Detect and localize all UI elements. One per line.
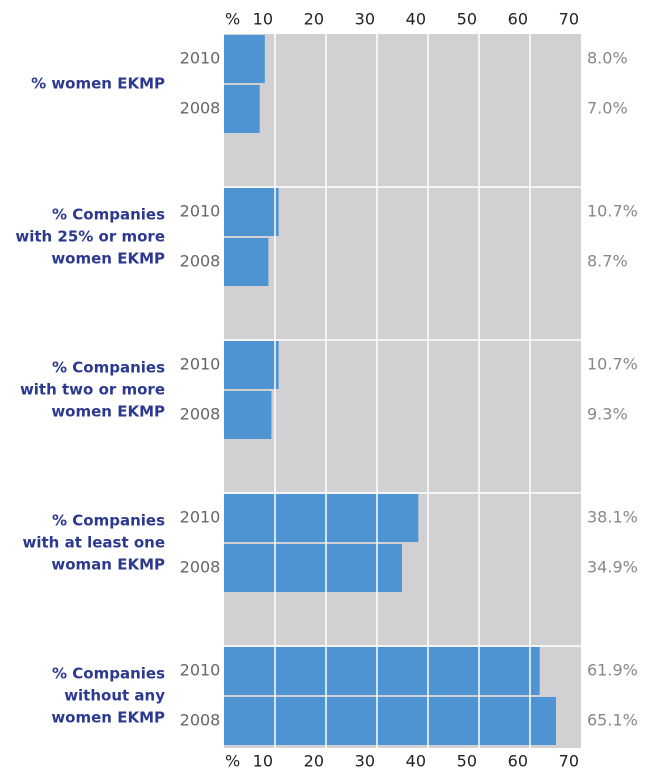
category-label: % Companies — [52, 512, 165, 530]
bar — [224, 341, 279, 389]
category-label: % Companies — [52, 665, 165, 683]
category-label: % women EKMP — [31, 75, 165, 93]
x-tick-label-top: 20 — [304, 10, 324, 29]
value-label: 7.0% — [587, 99, 628, 118]
bar — [224, 85, 260, 133]
x-tick-label-bottom: 30 — [355, 752, 375, 771]
value-label: 10.7% — [587, 202, 638, 221]
year-label: 2010 — [180, 355, 221, 374]
bar — [224, 697, 557, 745]
x-tick-label-top: 60 — [508, 10, 528, 29]
x-tick-label-top: 50 — [457, 10, 477, 29]
year-label: 2008 — [180, 252, 221, 271]
x-tick-label-bottom: 20 — [304, 752, 324, 771]
value-label: 38.1% — [587, 508, 638, 527]
year-label: 2008 — [180, 405, 221, 424]
category-label: woman EKMP — [51, 556, 165, 574]
category-label: without any — [64, 687, 165, 705]
value-label: 34.9% — [587, 558, 638, 577]
category-label: with at least one — [23, 534, 166, 552]
x-tick-label-bottom: % — [225, 752, 240, 771]
value-label: 8.0% — [587, 49, 628, 68]
category-label: with 25% or more — [15, 228, 165, 246]
x-tick-label-top: 40 — [406, 10, 426, 29]
year-label: 2010 — [180, 661, 221, 680]
bar — [224, 188, 279, 236]
year-label: 2008 — [180, 99, 221, 118]
plot-background — [224, 34, 581, 748]
x-tick-label-bottom: 10 — [253, 752, 273, 771]
x-tick-label-bottom: 70 — [559, 752, 579, 771]
year-label: 2008 — [180, 711, 221, 730]
value-label: 10.7% — [587, 355, 638, 374]
year-label: 2010 — [180, 49, 221, 68]
x-tick-label-top: % — [225, 10, 240, 29]
year-label: 2010 — [180, 202, 221, 221]
year-label: 2010 — [180, 508, 221, 527]
bar — [224, 647, 540, 695]
category-label: % Companies — [52, 206, 165, 224]
value-label: 61.9% — [587, 661, 638, 680]
x-tick-label-bottom: 50 — [457, 752, 477, 771]
category-label: % Companies — [52, 359, 165, 377]
category-label: women EKMP — [51, 403, 165, 421]
x-tick-label-top: 30 — [355, 10, 375, 29]
x-tick-label-bottom: 40 — [406, 752, 426, 771]
category-label: women EKMP — [51, 709, 165, 727]
bar — [224, 238, 269, 286]
category-label: with two or more — [20, 381, 165, 399]
value-label: 65.1% — [587, 711, 638, 730]
value-label: 8.7% — [587, 252, 628, 271]
bar — [224, 494, 419, 542]
value-label: 9.3% — [587, 405, 628, 424]
year-label: 2008 — [180, 558, 221, 577]
category-label: women EKMP — [51, 250, 165, 268]
x-tick-label-top: 10 — [253, 10, 273, 29]
bar — [224, 544, 402, 592]
bar — [224, 391, 272, 439]
x-tick-label-bottom: 60 — [508, 752, 528, 771]
x-tick-label-top: 70 — [559, 10, 579, 29]
bar — [224, 35, 265, 83]
